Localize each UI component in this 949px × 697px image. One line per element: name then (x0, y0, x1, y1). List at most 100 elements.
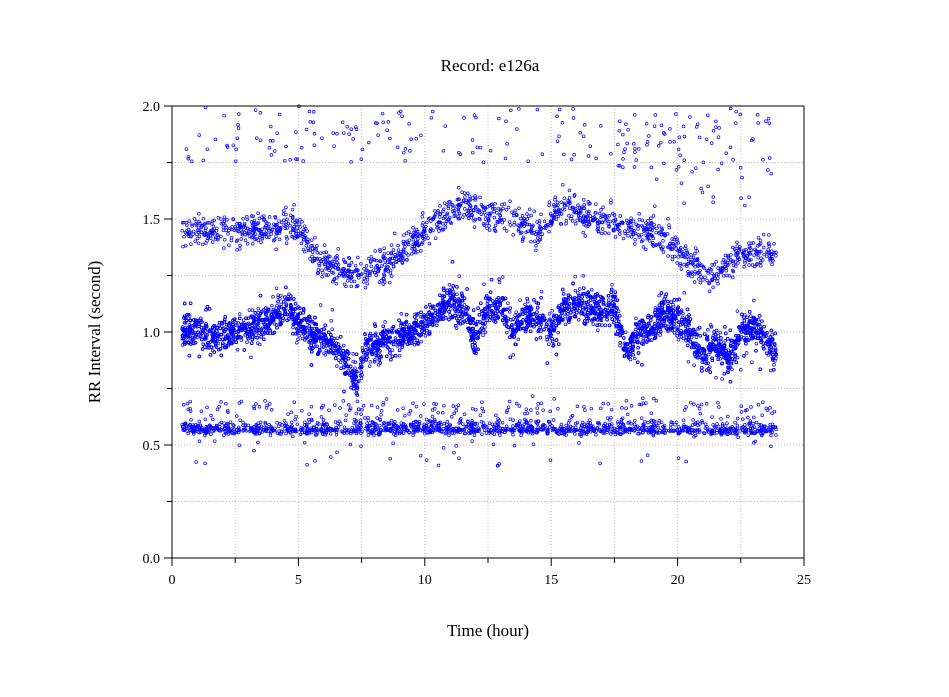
data-point (723, 339, 727, 343)
data-point (748, 314, 753, 318)
data-point (457, 274, 462, 278)
data-point (754, 341, 759, 346)
data-point (739, 368, 743, 372)
data-point (641, 337, 646, 341)
data-point (483, 330, 488, 335)
data-point (756, 318, 761, 322)
data-point (337, 358, 341, 362)
data-point (539, 289, 544, 294)
data-point (700, 360, 705, 365)
data-point (539, 322, 544, 326)
data-point (236, 320, 241, 325)
data-point (730, 367, 734, 372)
data-point (258, 312, 262, 316)
data-point (355, 388, 359, 392)
data-point (330, 327, 334, 331)
data-point (547, 342, 551, 346)
data-point (412, 343, 417, 347)
data-point (234, 321, 238, 325)
data-point (716, 334, 720, 338)
chart-title: Record: e126a (441, 56, 540, 75)
data-point (581, 273, 586, 278)
data-point (547, 312, 552, 316)
data-point (506, 301, 510, 305)
data-point (657, 293, 661, 298)
data-point (631, 353, 635, 357)
data-point (514, 310, 518, 314)
data-point (735, 355, 740, 360)
data-point (549, 333, 553, 337)
data-point (423, 334, 428, 338)
data-point (726, 368, 730, 373)
data-point (438, 293, 442, 297)
data-point (610, 283, 614, 287)
data-point (295, 340, 299, 345)
data-point (247, 308, 252, 312)
data-point (313, 344, 318, 349)
data-point (276, 295, 280, 299)
data-point (497, 280, 502, 285)
data-point (770, 332, 774, 337)
data-point (676, 338, 681, 342)
data-point (194, 334, 198, 339)
data-point (270, 303, 274, 308)
data-point (341, 343, 346, 348)
data-point (483, 325, 487, 329)
data-point (567, 307, 572, 312)
data-point (279, 302, 284, 307)
data-point (644, 339, 648, 344)
data-point (682, 291, 686, 295)
data-point (200, 320, 204, 324)
data-point (296, 337, 300, 342)
data-point (393, 336, 398, 340)
data-point (567, 302, 571, 306)
data-point (247, 322, 252, 327)
data-point (278, 321, 282, 325)
data-point (706, 352, 711, 357)
data-point (335, 364, 339, 368)
data-point (284, 306, 288, 311)
data-point (434, 323, 439, 328)
data-point (706, 328, 710, 332)
data-point (492, 303, 496, 307)
data-point (400, 343, 405, 347)
data-point (601, 300, 606, 305)
data-point (769, 368, 773, 373)
data-point (449, 307, 453, 311)
data-point (246, 316, 250, 320)
data-point (633, 356, 637, 361)
data-point (681, 336, 686, 341)
data-point (694, 332, 698, 337)
data-point (419, 315, 423, 319)
data-point (508, 328, 513, 332)
data-point (351, 352, 355, 356)
data-point (571, 309, 576, 314)
data-point (389, 357, 393, 362)
data-point (706, 361, 710, 365)
data-point (368, 331, 373, 336)
data-point (375, 335, 380, 340)
data-point (658, 333, 662, 337)
data-point (431, 306, 435, 311)
data-point (563, 314, 567, 319)
data-point (205, 333, 210, 337)
data-point (305, 318, 309, 323)
data-point (733, 352, 738, 357)
data-point (516, 337, 521, 342)
data-point (718, 330, 723, 335)
data-point (649, 338, 654, 342)
data-point (726, 348, 730, 352)
data-point (692, 363, 696, 367)
data-point (686, 359, 691, 364)
data-point (419, 339, 423, 344)
data-point (735, 309, 740, 313)
data-point (637, 321, 642, 325)
data-point (279, 293, 283, 298)
data-point (245, 340, 249, 344)
data-point (358, 373, 363, 378)
data-point (556, 330, 560, 335)
data-point (713, 343, 717, 348)
data-point (573, 274, 577, 279)
data-point (455, 292, 459, 297)
data-point (447, 283, 452, 287)
